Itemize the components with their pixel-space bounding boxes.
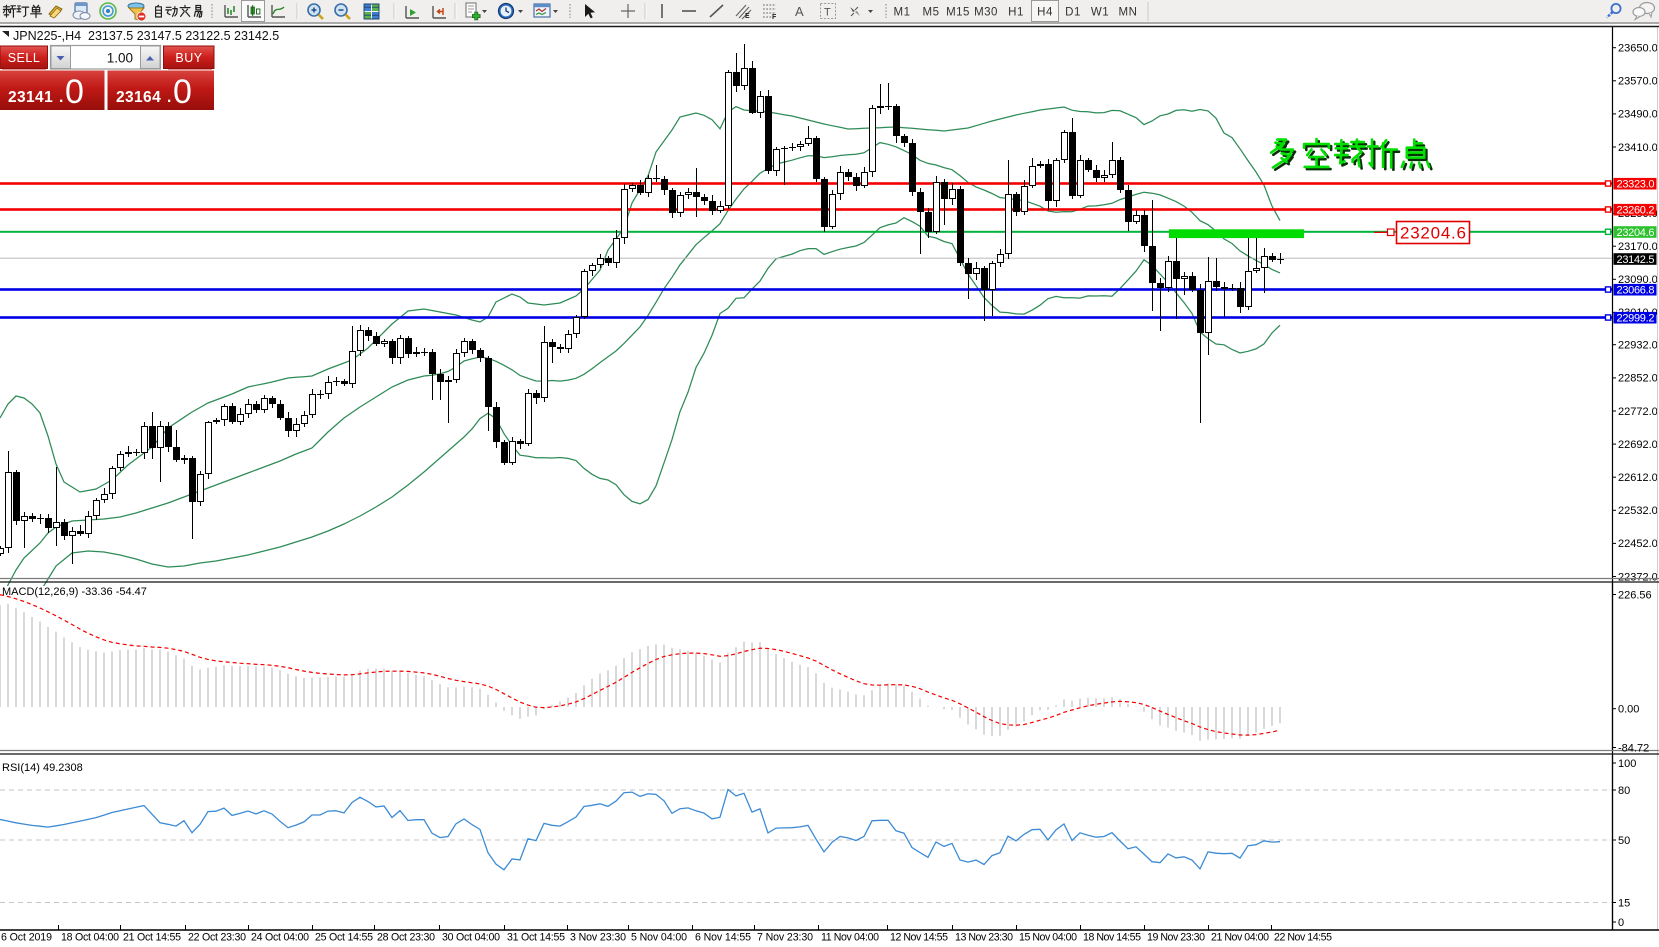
svg-text:RSI(14) 49.2308: RSI(14) 49.2308: [2, 762, 83, 774]
svg-text:100: 100: [1618, 758, 1636, 770]
svg-text:25 Oct 14:55: 25 Oct 14:55: [315, 932, 373, 944]
svg-text:.: .: [167, 89, 171, 106]
svg-text:226.56: 226.56: [1618, 589, 1652, 601]
svg-text:23204.6: 23204.6: [1400, 224, 1466, 243]
svg-text:0: 0: [1618, 917, 1624, 929]
svg-text:A: A: [795, 4, 804, 19]
svg-text:23090.0: 23090.0: [1618, 274, 1658, 286]
svg-text:21 Nov 04:00: 21 Nov 04:00: [1211, 932, 1269, 944]
svg-text:11 Nov 04:00: 11 Nov 04:00: [821, 932, 879, 944]
svg-text:80: 80: [1618, 785, 1630, 797]
svg-text:M1: M1: [894, 7, 911, 19]
svg-text:22 Oct 23:30: 22 Oct 23:30: [188, 932, 246, 944]
svg-text:-84.72: -84.72: [1618, 742, 1649, 754]
svg-text:23490.0: 23490.0: [1618, 109, 1658, 121]
svg-text:SELL: SELL: [8, 51, 41, 65]
svg-text:M5: M5: [923, 7, 940, 19]
svg-text:.: .: [59, 89, 63, 106]
svg-text:6 Nov 14:55: 6 Nov 14:55: [695, 932, 751, 944]
svg-text:W1: W1: [1091, 7, 1109, 19]
svg-text:23170.0: 23170.0: [1618, 241, 1658, 253]
svg-text:15: 15: [1618, 897, 1630, 909]
svg-text:23650.0: 23650.0: [1618, 43, 1658, 55]
svg-text:M15: M15: [946, 7, 970, 19]
svg-text:MN: MN: [1119, 7, 1138, 19]
svg-text:12 Nov 14:55: 12 Nov 14:55: [890, 932, 948, 944]
svg-text:30 Oct 04:00: 30 Oct 04:00: [442, 932, 500, 944]
svg-text:BUY: BUY: [175, 51, 202, 65]
svg-text:7 Nov 23:30: 7 Nov 23:30: [757, 932, 813, 944]
svg-text:23142.5: 23142.5: [1617, 254, 1655, 266]
svg-text:5 Nov 04:00: 5 Nov 04:00: [631, 932, 687, 944]
svg-text:22692.0: 22692.0: [1618, 439, 1658, 451]
svg-text:18 Nov 14:55: 18 Nov 14:55: [1083, 932, 1141, 944]
svg-text:24 Oct 04:00: 24 Oct 04:00: [251, 932, 309, 944]
svg-text:0.00: 0.00: [1618, 704, 1639, 716]
svg-text:22532.0: 22532.0: [1618, 505, 1658, 517]
svg-text:21 Oct 14:55: 21 Oct 14:55: [123, 932, 181, 944]
svg-text:D1: D1: [1065, 7, 1081, 19]
svg-text:0: 0: [65, 73, 84, 111]
svg-text:22772.0: 22772.0: [1618, 406, 1658, 418]
svg-text:23066.8: 23066.8: [1617, 285, 1655, 297]
svg-text:23260.2: 23260.2: [1617, 205, 1655, 217]
svg-text:22 Nov 14:55: 22 Nov 14:55: [1274, 932, 1332, 944]
svg-text:JPN225-,H4 23137.5 23147.5 23: JPN225-,H4 23137.5 23147.5 23122.5 23142…: [13, 29, 279, 43]
svg-text:22452.0: 22452.0: [1618, 538, 1658, 550]
svg-text:28 Oct 23:30: 28 Oct 23:30: [377, 932, 435, 944]
svg-text:22612.0: 22612.0: [1618, 472, 1658, 484]
svg-text:3 Nov 23:30: 3 Nov 23:30: [570, 932, 626, 944]
svg-text:23410.0: 23410.0: [1618, 142, 1658, 154]
svg-text:H1: H1: [1008, 7, 1024, 19]
svg-text:50: 50: [1618, 835, 1630, 847]
svg-text:18 Oct 04:00: 18 Oct 04:00: [61, 932, 119, 944]
svg-text:22932.0: 22932.0: [1618, 340, 1658, 352]
svg-text:15 Nov 04:00: 15 Nov 04:00: [1019, 932, 1077, 944]
svg-text:T: T: [824, 7, 831, 19]
svg-text:6 Oct 2019: 6 Oct 2019: [1, 932, 52, 944]
svg-text:23204.6: 23204.6: [1617, 227, 1655, 239]
svg-text:1.00: 1.00: [107, 51, 133, 66]
svg-text:E: E: [745, 13, 750, 20]
svg-text:13 Nov 23:30: 13 Nov 23:30: [955, 932, 1013, 944]
svg-text:23141: 23141: [8, 89, 53, 106]
svg-text:22999.2: 22999.2: [1617, 313, 1655, 325]
svg-text:0: 0: [173, 73, 192, 111]
svg-text:23323.0: 23323.0: [1617, 179, 1655, 191]
svg-text:22852.0: 22852.0: [1618, 373, 1658, 385]
svg-text:31 Oct 14:55: 31 Oct 14:55: [507, 932, 565, 944]
svg-text:H4: H4: [1037, 7, 1053, 19]
svg-text:23164: 23164: [116, 89, 161, 106]
svg-text:19 Nov 23:30: 19 Nov 23:30: [1147, 932, 1205, 944]
svg-text:22372.0: 22372.0: [1618, 571, 1658, 583]
svg-text:M30: M30: [974, 7, 998, 19]
svg-text:F: F: [772, 14, 777, 21]
svg-text:23570.0: 23570.0: [1618, 76, 1658, 88]
svg-text:MACD(12,26,9) -33.36 -54.47: MACD(12,26,9) -33.36 -54.47: [2, 586, 147, 598]
